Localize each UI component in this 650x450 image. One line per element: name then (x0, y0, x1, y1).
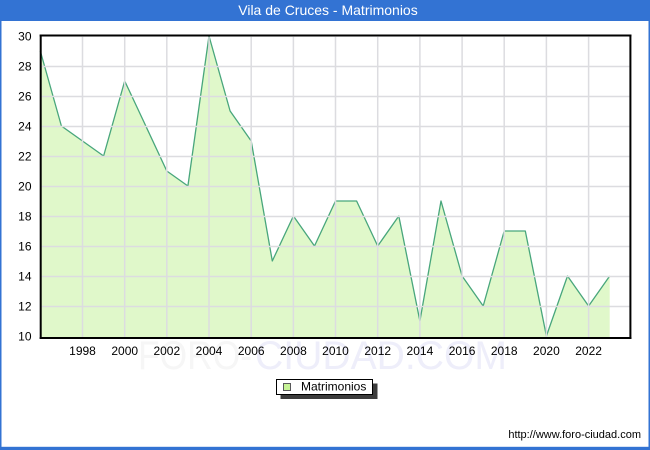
svg-text:Matrimonios: Matrimonios (301, 380, 366, 394)
svg-text:Vila de Cruces - Matrimonios: Vila de Cruces - Matrimonios (238, 2, 417, 18)
svg-text:14: 14 (18, 270, 32, 284)
svg-text:2008: 2008 (280, 344, 307, 358)
svg-text:30: 30 (18, 30, 32, 44)
svg-text:18: 18 (18, 210, 32, 224)
svg-text:2010: 2010 (322, 344, 349, 358)
svg-text:16: 16 (18, 240, 32, 254)
svg-text:1998: 1998 (69, 344, 96, 358)
svg-text:2014: 2014 (407, 344, 434, 358)
svg-text:CIUDAD.COM: CIUDAD.COM (255, 334, 507, 378)
svg-text:http://www.foro-ciudad.com: http://www.foro-ciudad.com (508, 429, 641, 441)
svg-text:2020: 2020 (533, 344, 560, 358)
svg-text:2012: 2012 (364, 344, 391, 358)
svg-text:2000: 2000 (111, 344, 138, 358)
svg-text:2022: 2022 (575, 344, 602, 358)
svg-text:2006: 2006 (238, 344, 265, 358)
svg-text:26: 26 (18, 90, 32, 104)
svg-text:20: 20 (18, 180, 32, 194)
svg-text:24: 24 (18, 120, 32, 134)
svg-text:28: 28 (18, 60, 32, 74)
svg-text:2002: 2002 (153, 344, 180, 358)
svg-text:12: 12 (18, 300, 32, 314)
svg-text:22: 22 (18, 150, 32, 164)
svg-text:2004: 2004 (196, 344, 223, 358)
svg-text:FORO-: FORO- (138, 334, 252, 378)
svg-text:2018: 2018 (491, 344, 518, 358)
svg-text:2016: 2016 (449, 344, 476, 358)
svg-text:10: 10 (18, 330, 32, 344)
